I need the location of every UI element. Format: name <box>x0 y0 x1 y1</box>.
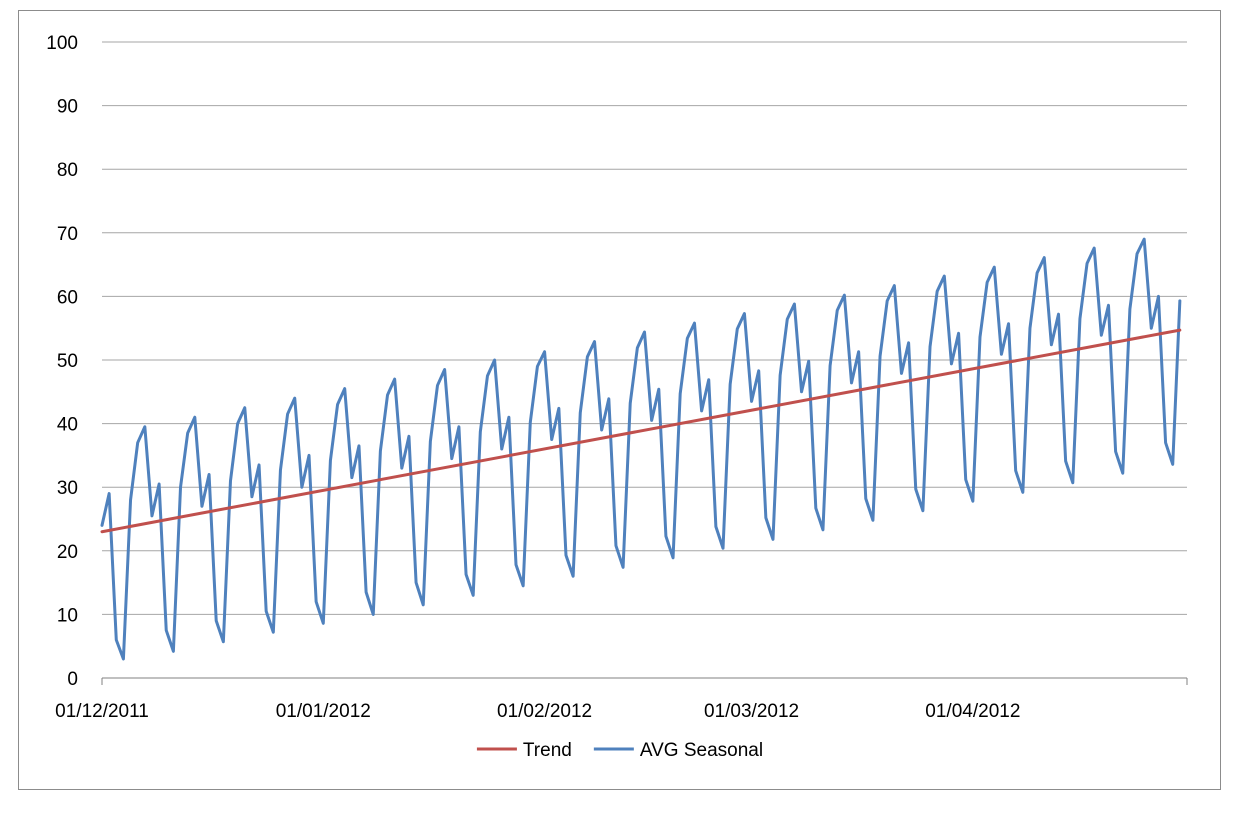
y-tick-label: 20 <box>57 542 78 563</box>
x-tick-label: 01/03/2012 <box>704 701 799 722</box>
legend-label: AVG Seasonal <box>640 740 763 761</box>
y-tick-label: 90 <box>57 97 78 118</box>
y-tick-label: 0 <box>67 669 78 690</box>
legend-label: Trend <box>523 740 572 761</box>
x-tick-label: 01/04/2012 <box>925 701 1020 722</box>
chart-area <box>18 10 1221 790</box>
trend-series-line <box>100 328 1182 534</box>
tick-labels: 0 10 20 30 40 50 60 70 80 90 100 01/12/2011 01/01/20… <box>46 33 1020 722</box>
y-tick-label: 30 <box>57 478 78 499</box>
avg-seasonal-series-line <box>100 237 1182 661</box>
y-tick-label: 50 <box>57 351 78 372</box>
y-tick-label: 10 <box>57 605 78 626</box>
x-tick-label: 01/01/2012 <box>276 701 371 722</box>
axes <box>101 677 1188 685</box>
x-tick-label: 01/12/2011 <box>55 701 149 722</box>
y-tick-label: 40 <box>57 415 78 436</box>
x-tick-label: 01/02/2012 <box>497 701 592 722</box>
y-tick-label: 70 <box>57 224 78 245</box>
plot-series <box>100 237 1182 661</box>
y-tick-label: 80 <box>57 160 78 181</box>
legend: Trend AVG Seasonal <box>476 740 763 761</box>
y-tick-label: 100 <box>46 33 78 54</box>
y-tick-label: 60 <box>57 287 78 308</box>
